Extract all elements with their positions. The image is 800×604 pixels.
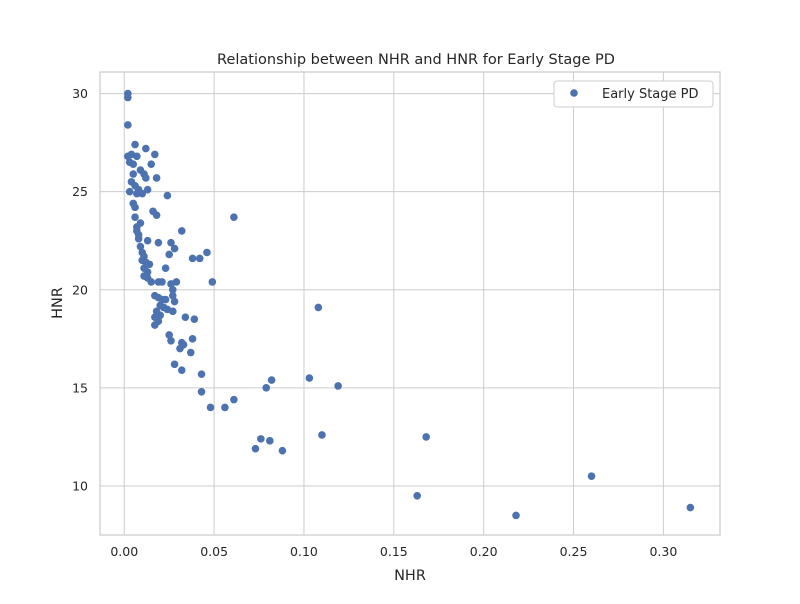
data-point bbox=[131, 140, 139, 149]
data-point bbox=[158, 278, 166, 286]
data-point bbox=[143, 236, 152, 245]
data-point bbox=[197, 387, 206, 396]
data-point bbox=[186, 348, 195, 357]
x-tick-label: 0.25 bbox=[560, 544, 588, 559]
x-tick-label: 0.15 bbox=[380, 544, 408, 559]
chart-title: Relationship between NHR and HNR for Ear… bbox=[217, 52, 615, 68]
data-point bbox=[177, 227, 186, 235]
data-point bbox=[143, 185, 152, 194]
tick-labels: 0.00 0.05 0.10 0.15 0.20 0.25 0.30 10 15 20 25 30 bbox=[72, 86, 677, 559]
data-points bbox=[124, 89, 695, 520]
legend-label: Early Stage PD bbox=[602, 87, 699, 102]
y-tick-label: 15 bbox=[72, 380, 88, 395]
data-point bbox=[230, 395, 238, 404]
data-point bbox=[129, 160, 138, 169]
legend-marker bbox=[570, 89, 578, 97]
data-point bbox=[262, 384, 271, 392]
data-point bbox=[147, 160, 156, 169]
data-point bbox=[266, 437, 274, 445]
data-point bbox=[413, 491, 421, 500]
data-point bbox=[422, 433, 430, 441]
data-point bbox=[177, 366, 186, 375]
legend: Early Stage PD bbox=[553, 80, 714, 108]
data-point bbox=[161, 264, 170, 272]
data-point bbox=[142, 174, 150, 182]
data-point bbox=[203, 248, 211, 257]
plot-frame bbox=[99, 71, 721, 536]
data-point bbox=[334, 382, 342, 390]
data-point bbox=[142, 144, 150, 153]
data-point bbox=[165, 250, 173, 259]
data-point bbox=[208, 278, 217, 286]
x-tick-label: 0.00 bbox=[110, 544, 138, 559]
data-point bbox=[168, 291, 177, 300]
data-point bbox=[136, 242, 145, 251]
data-point bbox=[167, 238, 175, 247]
data-point bbox=[230, 213, 238, 221]
data-point bbox=[188, 335, 197, 343]
data-point bbox=[195, 254, 204, 263]
data-point bbox=[206, 403, 215, 412]
data-point bbox=[152, 211, 161, 220]
data-point bbox=[197, 370, 206, 378]
x-tick-label: 0.10 bbox=[290, 544, 318, 559]
data-point bbox=[124, 93, 132, 102]
data-point bbox=[163, 191, 172, 200]
data-point bbox=[145, 260, 154, 269]
data-point bbox=[172, 278, 181, 286]
data-point bbox=[152, 174, 161, 182]
data-point bbox=[125, 187, 134, 196]
data-point bbox=[147, 278, 156, 286]
y-tick-label: 30 bbox=[72, 86, 88, 101]
data-point bbox=[165, 331, 173, 339]
x-axis-label: NHR bbox=[394, 568, 426, 584]
grid-lines bbox=[100, 72, 720, 535]
data-point bbox=[257, 435, 265, 443]
data-point bbox=[151, 150, 159, 159]
data-point bbox=[190, 315, 199, 323]
data-point bbox=[267, 376, 276, 384]
data-point bbox=[168, 307, 177, 316]
y-tick-label: 10 bbox=[72, 478, 88, 493]
data-point bbox=[168, 285, 177, 294]
data-point bbox=[131, 213, 139, 221]
data-point bbox=[170, 360, 179, 369]
y-axis-label: HNR bbox=[50, 287, 66, 319]
data-point bbox=[221, 403, 229, 412]
data-point bbox=[131, 203, 139, 212]
data-point bbox=[188, 254, 197, 263]
data-point bbox=[129, 170, 138, 178]
data-point bbox=[318, 431, 326, 439]
data-point bbox=[587, 472, 596, 480]
data-point bbox=[124, 121, 132, 129]
data-point bbox=[133, 152, 141, 161]
data-point bbox=[314, 303, 323, 312]
data-point bbox=[134, 234, 143, 243]
data-point bbox=[133, 189, 141, 198]
data-point bbox=[161, 295, 170, 304]
data-point bbox=[512, 511, 520, 520]
data-point bbox=[170, 297, 179, 306]
data-point bbox=[305, 374, 314, 382]
y-tick-label: 25 bbox=[72, 184, 88, 199]
data-point bbox=[181, 313, 190, 322]
data-point bbox=[176, 344, 184, 353]
data-point bbox=[167, 336, 175, 345]
data-point bbox=[154, 238, 163, 247]
legend-box bbox=[553, 80, 714, 108]
data-point bbox=[138, 189, 147, 198]
data-point bbox=[170, 244, 179, 253]
data-point bbox=[151, 321, 159, 329]
data-point bbox=[251, 444, 260, 453]
y-tick-label: 20 bbox=[72, 282, 88, 297]
x-tick-label: 0.30 bbox=[649, 544, 677, 559]
x-tick-label: 0.05 bbox=[200, 544, 228, 559]
data-point bbox=[686, 503, 695, 512]
x-tick-label: 0.20 bbox=[470, 544, 498, 559]
data-point bbox=[278, 446, 287, 455]
